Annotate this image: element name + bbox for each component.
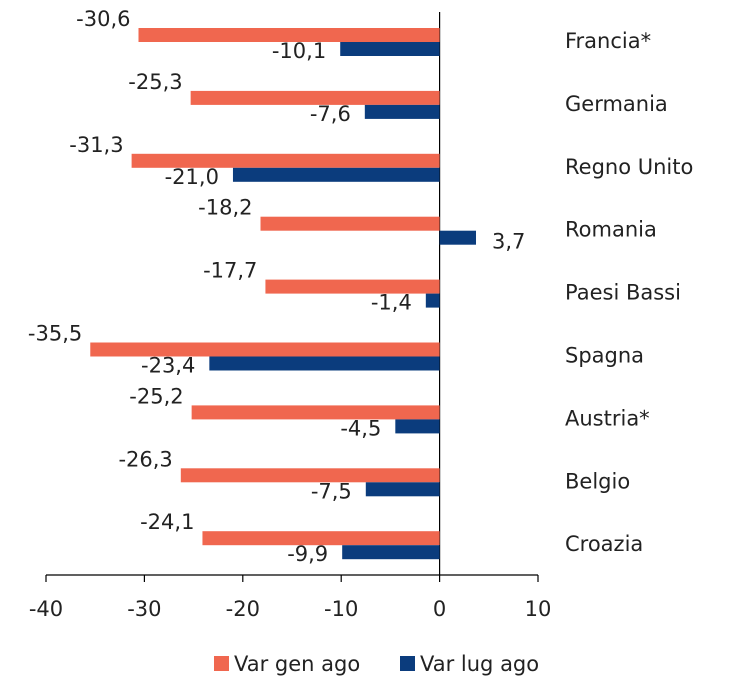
bar [365,482,440,497]
bar [180,468,440,483]
bar [191,405,440,420]
data-label: -26,3 [118,447,172,471]
legend-label: Var gen ago [234,652,360,676]
data-label: -10,1 [272,39,326,63]
data-label: -17,7 [203,259,257,283]
category-label: Belgio [565,469,630,493]
data-label: -35,5 [28,322,82,346]
legend-label: Var lug ago [420,652,539,676]
data-label: -7,6 [310,102,351,126]
data-label: -24,1 [140,510,194,534]
category-label: Austria* [565,406,650,430]
bar [265,279,440,294]
category-label: Spagna [565,344,644,368]
category-label: Romania [565,218,657,242]
data-label: 3,7 [492,230,525,254]
bar [90,342,440,357]
data-label: -25,3 [128,70,182,94]
x-tick-label: -10 [324,597,358,621]
data-label: -30,6 [76,7,130,31]
x-tick-label: -20 [226,597,260,621]
x-tick-label: 0 [433,597,446,621]
x-tick-label: -30 [127,597,161,621]
x-tick-label: 10 [525,597,552,621]
bar [232,167,440,182]
data-label: -31,3 [69,133,123,157]
bar [425,293,440,308]
bar [138,28,440,42]
bar [342,545,440,560]
data-label: -1,4 [371,291,412,315]
data-label: -7,5 [311,479,352,503]
bar [209,356,440,371]
legend-swatch [214,656,229,671]
category-label: Francia* [565,29,651,53]
data-label: -18,2 [198,196,252,220]
bar [340,42,440,56]
x-tick-label: -40 [29,597,63,621]
bar [190,90,440,105]
bar [131,153,440,168]
bar [439,230,477,245]
data-label: -4,5 [340,416,381,440]
legend-swatch [400,656,415,671]
data-label: -21,0 [165,165,219,189]
bar [202,531,440,546]
category-label: Paesi Bassi [565,281,681,305]
data-label: -25,2 [129,384,183,408]
bar [364,104,440,119]
bar [260,216,440,231]
category-label: Regno Unito [565,155,693,179]
bar [395,419,440,434]
category-label: Croazia [565,532,643,556]
category-label: Germania [565,92,668,116]
data-label: -9,9 [287,542,328,566]
data-label: -23,4 [141,354,195,378]
